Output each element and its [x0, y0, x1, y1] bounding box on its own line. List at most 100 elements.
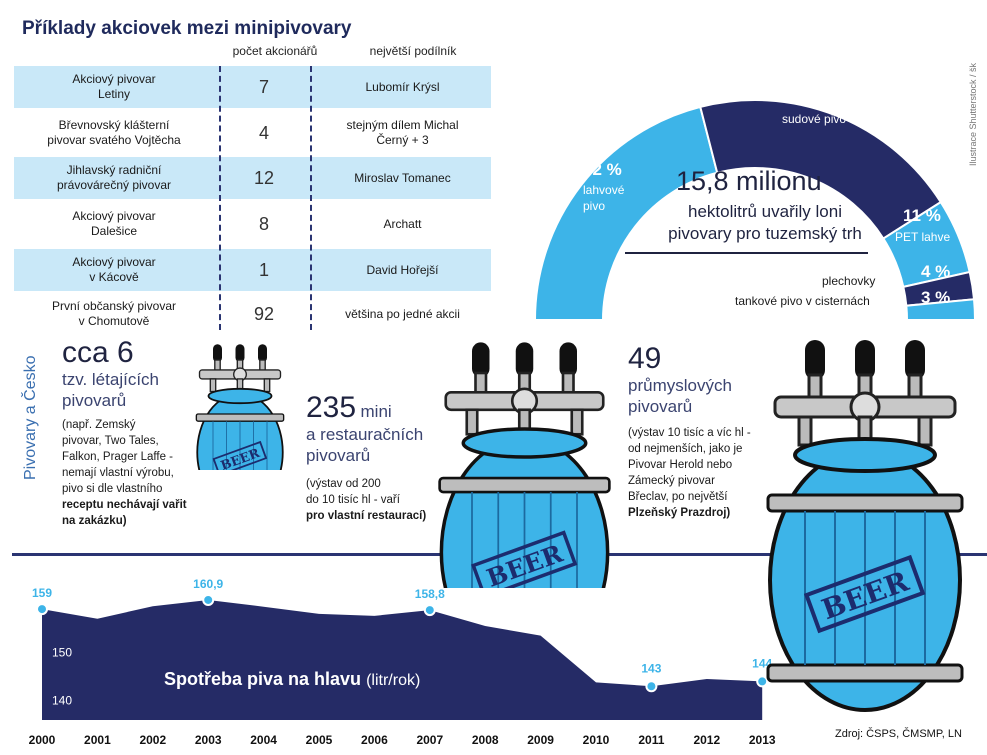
- mini-suffix: mini: [360, 402, 392, 421]
- beer-stamp-frame: [212, 440, 268, 470]
- industrial-line2: pivovarů: [628, 397, 693, 416]
- shareholder-count: 12: [253, 167, 275, 188]
- data-label: 143: [641, 661, 661, 675]
- tap-handle: [213, 344, 222, 363]
- segment-draught-label: sudové pivo: [782, 112, 847, 126]
- donut-center-line2: pivovary pro tuzemský trh: [668, 224, 862, 243]
- production-donut: [533, 99, 975, 321]
- barrel-top: [207, 387, 273, 405]
- holder-line1: stejným dílem Michal: [346, 118, 459, 132]
- mini-line2: pivovarů: [306, 446, 371, 465]
- segment-bottles-label: lahvové pivo: [583, 182, 624, 214]
- data-point: [36, 603, 48, 616]
- mini-number: 235: [306, 391, 357, 424]
- segment-pet-label: PET lahve: [895, 230, 951, 244]
- brewery-name: První občanský pivovar v Chomutově: [14, 293, 214, 335]
- brewery-name-line1: Jihlavský radniční: [66, 163, 162, 177]
- flying-breweries-block: cca 6 tzv. létajících pivovarů (např. Ze…: [62, 337, 187, 529]
- largest-holder: Miroslav Tomanec: [314, 157, 491, 199]
- brewery-name-line1: Břevnovský klášterní: [58, 118, 170, 132]
- note-line: Falkon, Prager Laffe -: [62, 451, 174, 463]
- table-row: Akciový pivovar Letiny 7 Lubomír Krýsl: [14, 66, 491, 108]
- x-tick-label: 2000: [29, 733, 56, 747]
- table-title: Příklady akciovek mezi minipivovary: [22, 18, 352, 39]
- x-tick-label: 2004: [250, 733, 277, 747]
- donut-center-text: hektolitrů uvařily loni pivovary pro tuz…: [640, 201, 890, 245]
- brewery-name-line2: Dalešice: [90, 224, 138, 238]
- note-line: do 10 tisíc hl - vaří: [306, 494, 400, 506]
- holder-line1: Miroslav Tomanec: [354, 170, 451, 185]
- flying-number: cca 6: [62, 336, 134, 369]
- brewery-name: Akciový pivovar Dalešice: [14, 203, 214, 245]
- flying-note: (např. Zemský pivovar, Two Tales, Falkon, …: [62, 417, 187, 529]
- mini-breweries-block: 235 mini a restauračních pivovarů (výsta…: [306, 392, 426, 524]
- illustration-credit: Ilustrace Shutterstock / šk: [968, 62, 978, 166]
- column-divider: [310, 66, 312, 330]
- data-point: [423, 604, 436, 617]
- x-tick-label: 2006: [361, 733, 388, 747]
- chart-title: Spotřeba piva na hlavu (litr/rok): [164, 669, 420, 690]
- brewery-name-line1: Akciový pivovar: [72, 255, 156, 269]
- tap-handle: [559, 342, 577, 378]
- barrel-top: [461, 427, 588, 459]
- brewery-name: Akciový pivovar Letiny: [14, 66, 214, 108]
- barrel-hoop: [766, 663, 964, 683]
- brewery-name: Akciový pivovar v Kácově: [14, 249, 214, 291]
- table-row: Akciový pivovar Dalešice 8 Archatt: [14, 203, 491, 245]
- segment-cans-label: plechovky: [822, 274, 876, 288]
- tap-handle: [472, 342, 490, 378]
- col-holder-header: největší podílník: [369, 44, 457, 58]
- industrial-breweries-block: 49 průmyslových pivovarů (výstav 10 tisí…: [628, 343, 751, 521]
- chart-title-text: Spotřeba piva na hlavu: [164, 669, 362, 689]
- tap-handle: [258, 344, 267, 363]
- brewery-name-line2: právovárečný pivovar: [56, 178, 172, 192]
- barrel-small: BEER: [195, 344, 285, 470]
- center-rule: [625, 252, 868, 254]
- segment-bottles-line1: lahvové: [583, 183, 625, 197]
- x-tick-label: 2005: [306, 733, 333, 747]
- brewery-name-line2: Letiny: [97, 87, 131, 101]
- industrial-note: (výstav 10 tisíc a víc hl - od nejmenších…: [628, 425, 751, 521]
- shareholder-count: 92: [253, 303, 275, 324]
- largest-holder: David Hořejší: [314, 249, 491, 291]
- mini-note: (výstav od 200 do 10 tisíc hl - vaří pro v…: [306, 476, 426, 524]
- industrial-line1: průmyslových: [628, 376, 732, 395]
- tap-handle: [515, 342, 534, 378]
- donut-center-line1: hektolitrů uvařily loni: [687, 202, 842, 221]
- largest-holder: většina po jedné akcii: [314, 293, 491, 335]
- data-point: [202, 593, 215, 606]
- x-tick-label: 2003: [195, 733, 222, 747]
- barrel-hoop: [766, 493, 964, 513]
- brewery-name-line2: pivovar svatého Vojtěcha: [47, 133, 181, 147]
- brewery-name-line1: Akciový pivovar: [72, 72, 156, 86]
- side-label: Pivovary a Česko: [22, 355, 39, 481]
- tap-handle: [805, 340, 825, 380]
- tap-spout: [797, 415, 813, 447]
- brewery-name-line1: Akciový pivovar: [72, 209, 156, 223]
- brewery-name: Břevnovský klášterní pivovar svatého Vojt…: [14, 112, 214, 154]
- x-tick-label: 2010: [583, 733, 610, 747]
- shareholder-count: 1: [258, 259, 269, 280]
- donut-segment-tank: [905, 298, 975, 321]
- tap-handle: [855, 340, 875, 380]
- holder-line1: Lubomír Krýsl: [365, 79, 440, 94]
- y-tick-label: 140: [52, 694, 72, 708]
- barrel-medium: BEER: [438, 342, 611, 588]
- note-line: Břeclav, po největší: [628, 491, 728, 503]
- area-series: [42, 599, 763, 720]
- shareholder-count: 4: [258, 122, 269, 143]
- note-line: (výstav 10 tisíc a víc hl -: [628, 427, 751, 439]
- table-row: Břevnovský klášterní pivovar svatého Vojt…: [14, 112, 491, 154]
- brewery-name-line1: První občanský pivovar: [51, 299, 177, 313]
- tap-handle: [235, 344, 245, 363]
- data-point: [756, 675, 769, 688]
- data-point: [645, 680, 658, 693]
- x-tick-label: 2001: [84, 733, 111, 747]
- note-line-bold: pro vlastní restaurací): [306, 510, 427, 522]
- note-line: Zámecký pivovar: [628, 475, 715, 487]
- consumption-chart: 150 140 2000 2001 2002 2003 2004 2005 2006 2007 20…: [29, 577, 776, 747]
- data-label: 159: [32, 586, 52, 600]
- x-tick-label: 2008: [472, 733, 499, 747]
- x-tick-label: 2013: [749, 733, 776, 747]
- holder-line2: Černý + 3: [376, 133, 429, 147]
